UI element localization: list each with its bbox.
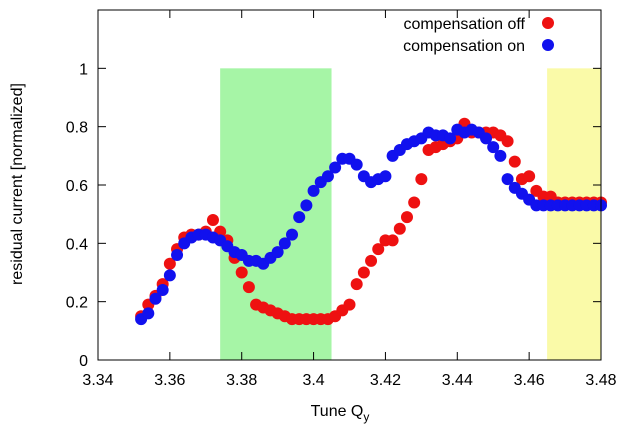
- data-point: [444, 132, 457, 145]
- data-point: [293, 211, 306, 224]
- plot-frame: [97, 9, 602, 361]
- data-point: [142, 307, 155, 320]
- x-tick-label: 3.34: [82, 372, 113, 389]
- data-point: [271, 246, 284, 259]
- x-tick-label: 3.4: [302, 372, 324, 389]
- x-tick-label: 3.44: [442, 372, 473, 389]
- x-axis-title-subscript: y: [363, 410, 369, 424]
- data-point: [307, 184, 320, 197]
- data-point: [386, 234, 399, 247]
- x-tick-label: 3.38: [226, 372, 257, 389]
- data-point: [149, 292, 162, 305]
- data-point: [163, 257, 176, 270]
- y-tick-label: 1: [79, 61, 88, 78]
- x-tick-label: 3.36: [154, 372, 185, 389]
- y-tick-label: 0: [79, 353, 88, 370]
- y-tick-labels: 0 0.2 0.4 0.6 0.8 1: [66, 61, 88, 370]
- x-tick-label: 3.48: [585, 372, 616, 389]
- data-point: [300, 199, 313, 212]
- data-point: [408, 196, 421, 209]
- data-points: [135, 117, 607, 326]
- y-tick-label: 0.4: [66, 236, 88, 253]
- x-tick-label: 3.42: [370, 372, 401, 389]
- legend-label-compensation-on: compensation on: [403, 38, 525, 55]
- data-point: [343, 298, 356, 311]
- legend: compensation off compensation on: [403, 16, 554, 55]
- data-point: [278, 237, 291, 250]
- data-point: [523, 170, 536, 183]
- data-point: [501, 173, 514, 186]
- x-tick-labels: 3.34 3.36 3.38 3.4 3.42 3.44 3.46 3.48: [82, 372, 616, 389]
- data-point: [494, 149, 507, 162]
- data-point: [329, 161, 342, 174]
- data-point: [393, 222, 406, 235]
- x-tick-label: 3.46: [514, 372, 545, 389]
- y-axis-title: residual current [normalized]: [9, 83, 26, 285]
- data-point: [286, 228, 299, 241]
- data-point: [350, 158, 363, 171]
- data-point: [480, 132, 493, 145]
- data-point: [487, 141, 500, 154]
- series-0: [135, 117, 607, 326]
- data-point: [206, 214, 219, 226]
- data-point: [415, 173, 428, 186]
- x-axis-title: Tune Qy: [311, 403, 370, 424]
- series-1: [135, 123, 607, 326]
- data-point: [163, 269, 176, 282]
- data-point: [365, 254, 378, 267]
- data-point: [242, 281, 255, 294]
- legend-marker-compensation-off: [542, 17, 554, 29]
- data-point: [171, 249, 184, 261]
- legend-label-compensation-off: compensation off: [403, 16, 525, 33]
- data-point: [235, 266, 248, 279]
- data-point: [501, 135, 514, 148]
- y-tick-label: 0.8: [66, 120, 88, 137]
- data-point: [508, 155, 521, 168]
- data-point: [372, 243, 385, 256]
- data-point: [400, 211, 413, 224]
- shaded-region-1: [547, 68, 601, 360]
- data-point: [156, 284, 169, 296]
- data-point: [321, 170, 334, 183]
- data-point: [350, 278, 363, 291]
- data-point: [379, 170, 392, 183]
- y-tick-label: 0.6: [66, 178, 88, 195]
- data-point: [357, 266, 370, 279]
- legend-marker-compensation-on: [542, 39, 554, 51]
- y-tick-label: 0.2: [66, 295, 88, 312]
